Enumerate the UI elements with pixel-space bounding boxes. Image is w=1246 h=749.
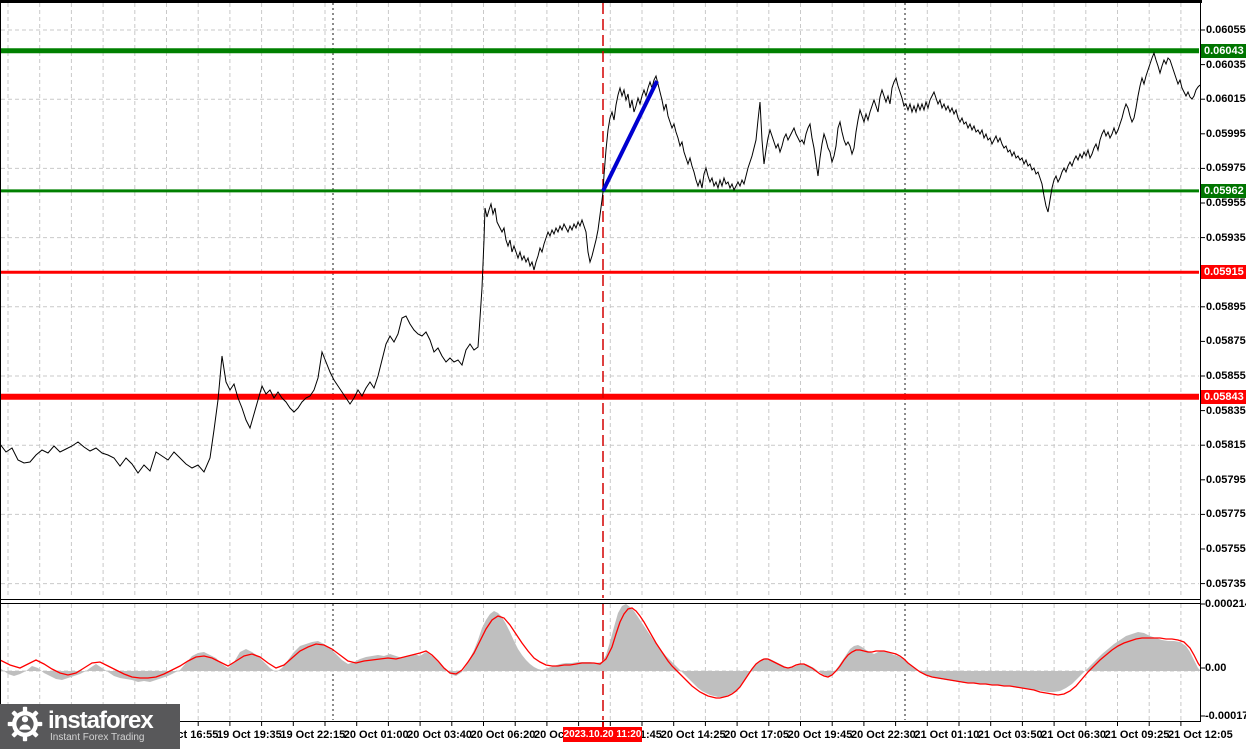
price-axis-label: 0.05955 [1206, 197, 1246, 209]
price-axis-label: 0.05855 [1206, 370, 1246, 382]
price-axis-label: 0.05875 [1206, 335, 1246, 348]
osma-histogram [0, 604, 1200, 697]
time-axis-label: 20 Oct 06:20 [470, 729, 536, 741]
time-axis-label: 20 Oct 03:40 [407, 729, 472, 741]
support-level-badge: 0.05962 [1201, 184, 1246, 198]
time-axis-label: 20 Oct 14:25 [660, 729, 726, 741]
price-axis-label: 0.05975 [1206, 162, 1246, 175]
price-axis-label: 0.06035 [1206, 58, 1246, 71]
event-time-badge: 2023.10.20 11:20 [563, 727, 642, 742]
indicator-zero-label: 0.00 [1205, 662, 1227, 674]
price-axis-label: 0.05995 [1206, 127, 1246, 140]
resistance-level-badge: 0.06043 [1201, 44, 1246, 58]
indicator-min-label: -0.000171 [1205, 710, 1246, 722]
time-axis-label: 20 Oct 17:05 [724, 729, 789, 741]
instaforex-logo: instaforex Instant Forex Trading [0, 704, 180, 749]
time-axis-label: 21 Oct 01:10 [914, 729, 980, 741]
time-axis-label: 20 Oct 01:00 [343, 729, 409, 741]
price-axis-label: 0.05815 [1206, 439, 1246, 452]
price-axis-label: 0.05795 [1206, 473, 1246, 486]
time-axis-label: 20 Oct 19:45 [787, 729, 853, 741]
price-axis-label: 0.05735 [1206, 577, 1246, 590]
logo-title: instaforex [48, 707, 154, 734]
price-axis-label: 0.05895 [1206, 300, 1246, 313]
time-axis-label: 19 Oct 19:35 [216, 729, 282, 741]
red-thick-level-badge: 0.05843 [1201, 390, 1246, 404]
red-level-badge: 0.05915 [1201, 265, 1246, 279]
price-axis-label: 0.05935 [1206, 231, 1246, 244]
time-axis-label: 19 Oct 22:15 [280, 729, 346, 741]
logo-tagline: Instant Forex Trading [50, 732, 145, 743]
indicator-max-label: 0.000214 [1205, 598, 1246, 610]
price-line [0, 51, 1201, 474]
time-axis-label: 20 Oct 22:30 [850, 729, 916, 741]
price-axis-label: 0.06015 [1206, 93, 1246, 106]
price-axis-label: 0.05755 [1206, 543, 1246, 555]
price-axis-label: 0.06055 [1206, 24, 1246, 36]
price-axis-label: 0.05835 [1206, 404, 1246, 417]
osma-signal-line [0, 607, 1201, 699]
time-axis-label: 21 Oct 09:25 [1104, 729, 1170, 741]
trend-line [601, 80, 659, 192]
time-axis-label: 21 Oct 06:30 [1041, 729, 1106, 741]
price-axis-label: 0.05775 [1206, 508, 1246, 521]
gear-person-icon [6, 705, 44, 748]
time-axis-label: 21 Oct 03:50 [977, 729, 1043, 741]
chart-top-border [0, 0, 1202, 3]
time-axis-label: 21 Oct 12:05 [1167, 729, 1233, 741]
